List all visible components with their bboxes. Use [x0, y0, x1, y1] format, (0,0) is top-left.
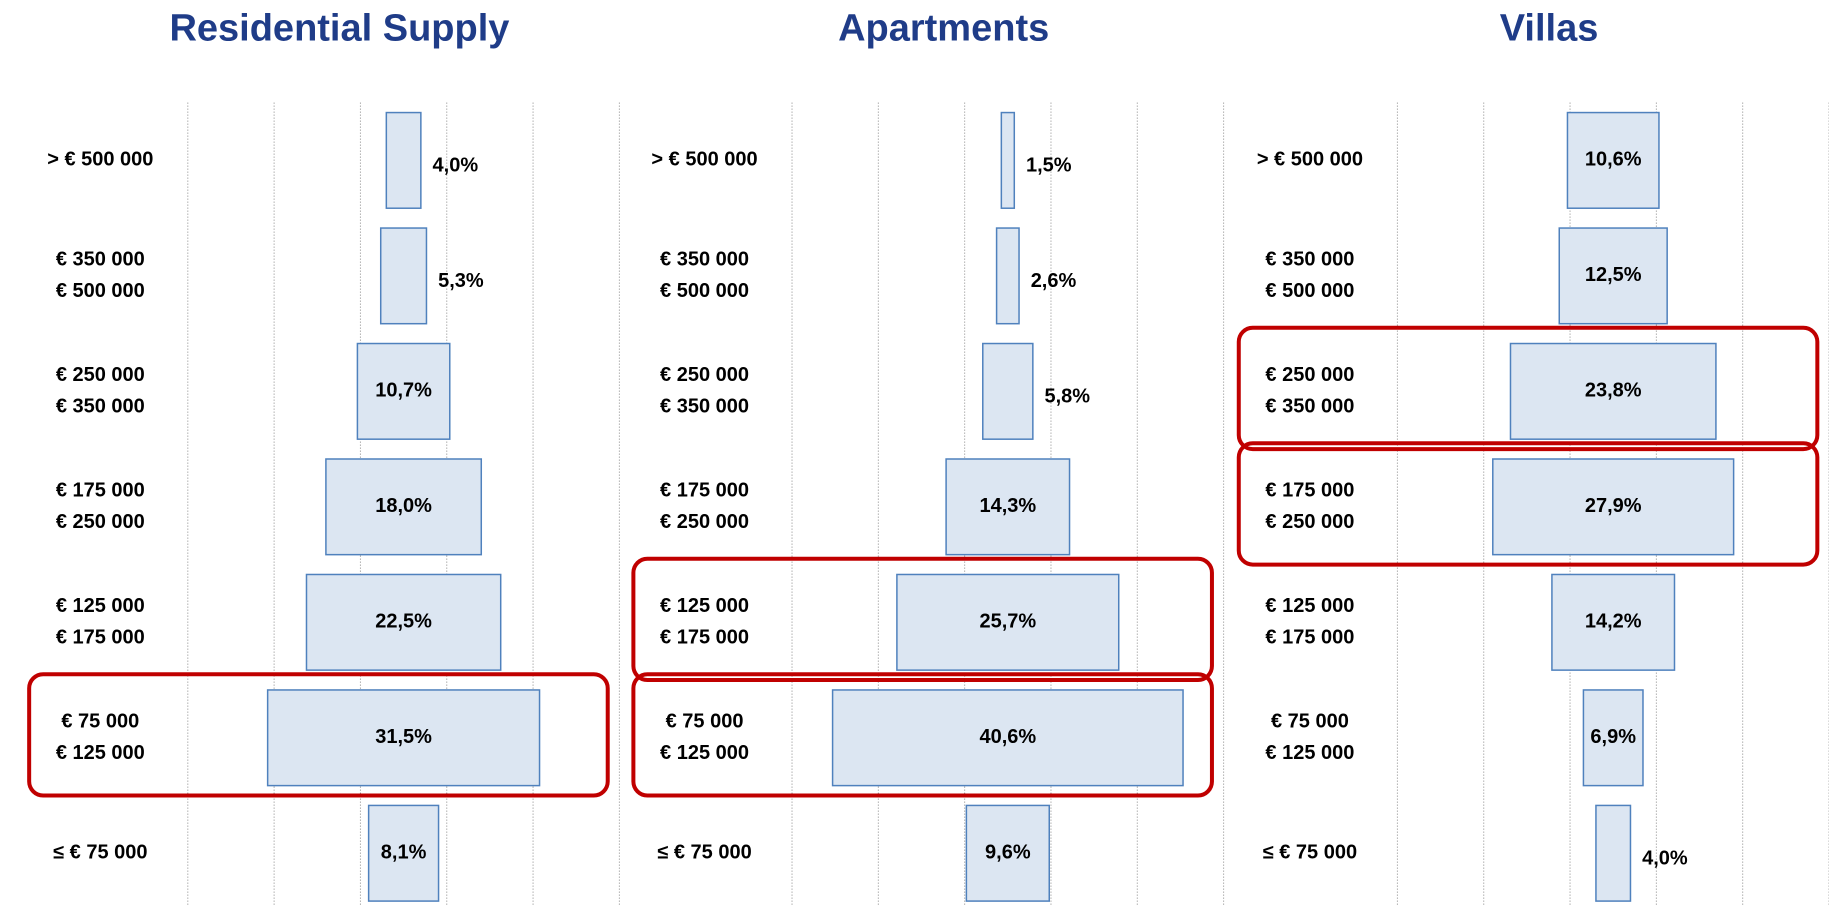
category-label: € 350 000: [1265, 395, 1354, 417]
category-label: € 250 000: [660, 364, 749, 386]
value-label: 18,0%: [375, 495, 432, 517]
value-label: 12,5%: [1585, 264, 1642, 286]
bar: [1595, 804, 1632, 902]
highlight-box: [27, 672, 610, 798]
highlight-box: [1236, 441, 1820, 567]
category-label: € 75 000: [1271, 710, 1349, 732]
category-label: € 350 000: [660, 248, 749, 270]
value-label: 27,9%: [1585, 495, 1642, 517]
bar: [831, 689, 1184, 787]
value-label: 9,6%: [985, 842, 1031, 864]
bar: [1558, 227, 1668, 325]
category-label: € 175 000: [56, 626, 145, 648]
category-label: € 250 000: [1265, 511, 1354, 533]
category-label: € 75 000: [61, 710, 139, 732]
category-label: € 125 000: [56, 742, 145, 764]
category-label: € 175 000: [1265, 626, 1354, 648]
value-label: 5,3%: [438, 270, 484, 292]
value-label: 2,6%: [1031, 270, 1077, 292]
value-label: 14,3%: [979, 495, 1036, 517]
bar: [1582, 689, 1644, 787]
highlight-box: [1236, 325, 1820, 452]
category-label: > € 500 000: [47, 149, 153, 171]
category-label: > € 500 000: [1257, 149, 1363, 171]
bar: [982, 342, 1034, 440]
value-label: 31,5%: [375, 726, 432, 748]
chart-title: Apartments: [838, 7, 1049, 49]
bar: [995, 227, 1020, 325]
bar: [305, 573, 502, 671]
bar: [266, 689, 541, 787]
highlight-box: [631, 672, 1214, 798]
value-label: 10,6%: [1585, 149, 1642, 171]
category-label: € 350 000: [660, 395, 749, 417]
category-label: € 250 000: [56, 364, 145, 386]
category-label: € 75 000: [666, 710, 744, 732]
category-label: ≤ € 75 000: [53, 842, 147, 864]
highlight-box: [631, 556, 1214, 683]
category-label: € 175 000: [660, 479, 749, 501]
chart-title: Villas: [1500, 7, 1599, 49]
bar: [367, 804, 440, 902]
category-label: € 250 000: [660, 511, 749, 533]
bar: [896, 573, 1120, 671]
category-label: € 350 000: [56, 248, 145, 270]
value-label: 8,1%: [381, 842, 427, 864]
category-label: ≤ € 75 000: [1263, 842, 1357, 864]
value-label: 4,0%: [433, 155, 479, 177]
value-label: 5,8%: [1045, 385, 1091, 407]
category-label: € 125 000: [660, 595, 749, 617]
bar: [1509, 342, 1717, 440]
category-label: ≤ € 75 000: [657, 842, 751, 864]
value-label: 10,7%: [375, 380, 432, 402]
category-label: € 125 000: [1265, 595, 1354, 617]
bar: [1551, 573, 1676, 671]
category-label: € 175 000: [660, 626, 749, 648]
category-label: € 500 000: [660, 280, 749, 302]
category-label: € 350 000: [56, 395, 145, 417]
category-label: € 250 000: [56, 511, 145, 533]
chart-title: Residential Supply: [169, 7, 509, 49]
value-label: 23,8%: [1585, 380, 1642, 402]
category-label: € 175 000: [56, 479, 145, 501]
category-label: € 125 000: [660, 742, 749, 764]
category-label: € 250 000: [1265, 364, 1354, 386]
category-label: € 125 000: [56, 595, 145, 617]
bar: [1492, 458, 1735, 556]
value-label: 40,6%: [979, 726, 1036, 748]
value-label: 22,5%: [375, 611, 432, 633]
bar: [379, 227, 428, 325]
bar: [385, 111, 422, 209]
category-label: € 350 000: [1265, 248, 1354, 270]
value-label: 1,5%: [1026, 155, 1072, 177]
bar: [1566, 111, 1660, 209]
category-label: € 125 000: [1265, 742, 1354, 764]
category-label: € 175 000: [1265, 479, 1354, 501]
value-label: 4,0%: [1642, 847, 1688, 869]
bar: [325, 458, 483, 556]
category-label: € 500 000: [1265, 280, 1354, 302]
bar: [965, 804, 1050, 902]
category-label: > € 500 000: [651, 149, 757, 171]
bar: [945, 458, 1071, 556]
value-label: 25,7%: [979, 611, 1036, 633]
value-label: 14,2%: [1585, 611, 1642, 633]
category-label: € 500 000: [56, 280, 145, 302]
bar: [356, 342, 451, 440]
value-label: 6,9%: [1590, 726, 1636, 748]
bar: [1000, 111, 1016, 209]
